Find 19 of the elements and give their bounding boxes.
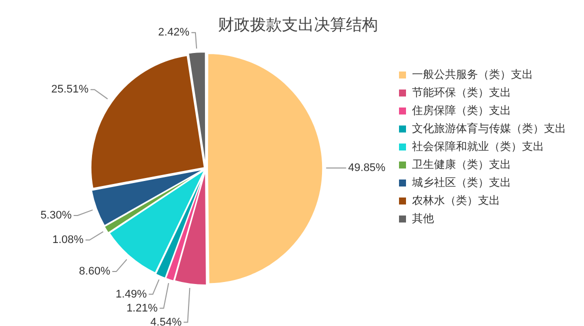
legend-label: 其他 xyxy=(412,212,434,226)
data-label: 1.21% xyxy=(126,302,158,314)
data-label: 5.30% xyxy=(40,209,72,222)
data-label: 49.85% xyxy=(348,162,386,174)
legend-label: 农林水（类）支出 xyxy=(412,194,500,208)
data-label: 4.54% xyxy=(150,316,182,326)
legend-label: 城乡社区（类）支出 xyxy=(411,176,511,190)
legend-label: 住房保障（类）支出 xyxy=(412,104,511,118)
data-label: 2.42% xyxy=(158,26,190,39)
legend-label: 一般公共服务（类）支出 xyxy=(412,68,533,82)
data-label: 8.60% xyxy=(79,266,110,278)
legend-label: 文化旅游体育与传媒（类）支出 xyxy=(412,122,566,136)
legend-label: 节能环保（类）支出 xyxy=(412,86,511,100)
chart-title: 财政拨款支出决算结构 xyxy=(218,16,378,34)
legend-label: 社会保障和就业（类）支出 xyxy=(412,140,544,154)
legend-label: 卫生健康（类）支出 xyxy=(412,158,511,172)
data-label: 25.51% xyxy=(51,84,89,96)
data-label: 1.08% xyxy=(52,234,84,246)
data-label: 1.49% xyxy=(116,288,148,300)
